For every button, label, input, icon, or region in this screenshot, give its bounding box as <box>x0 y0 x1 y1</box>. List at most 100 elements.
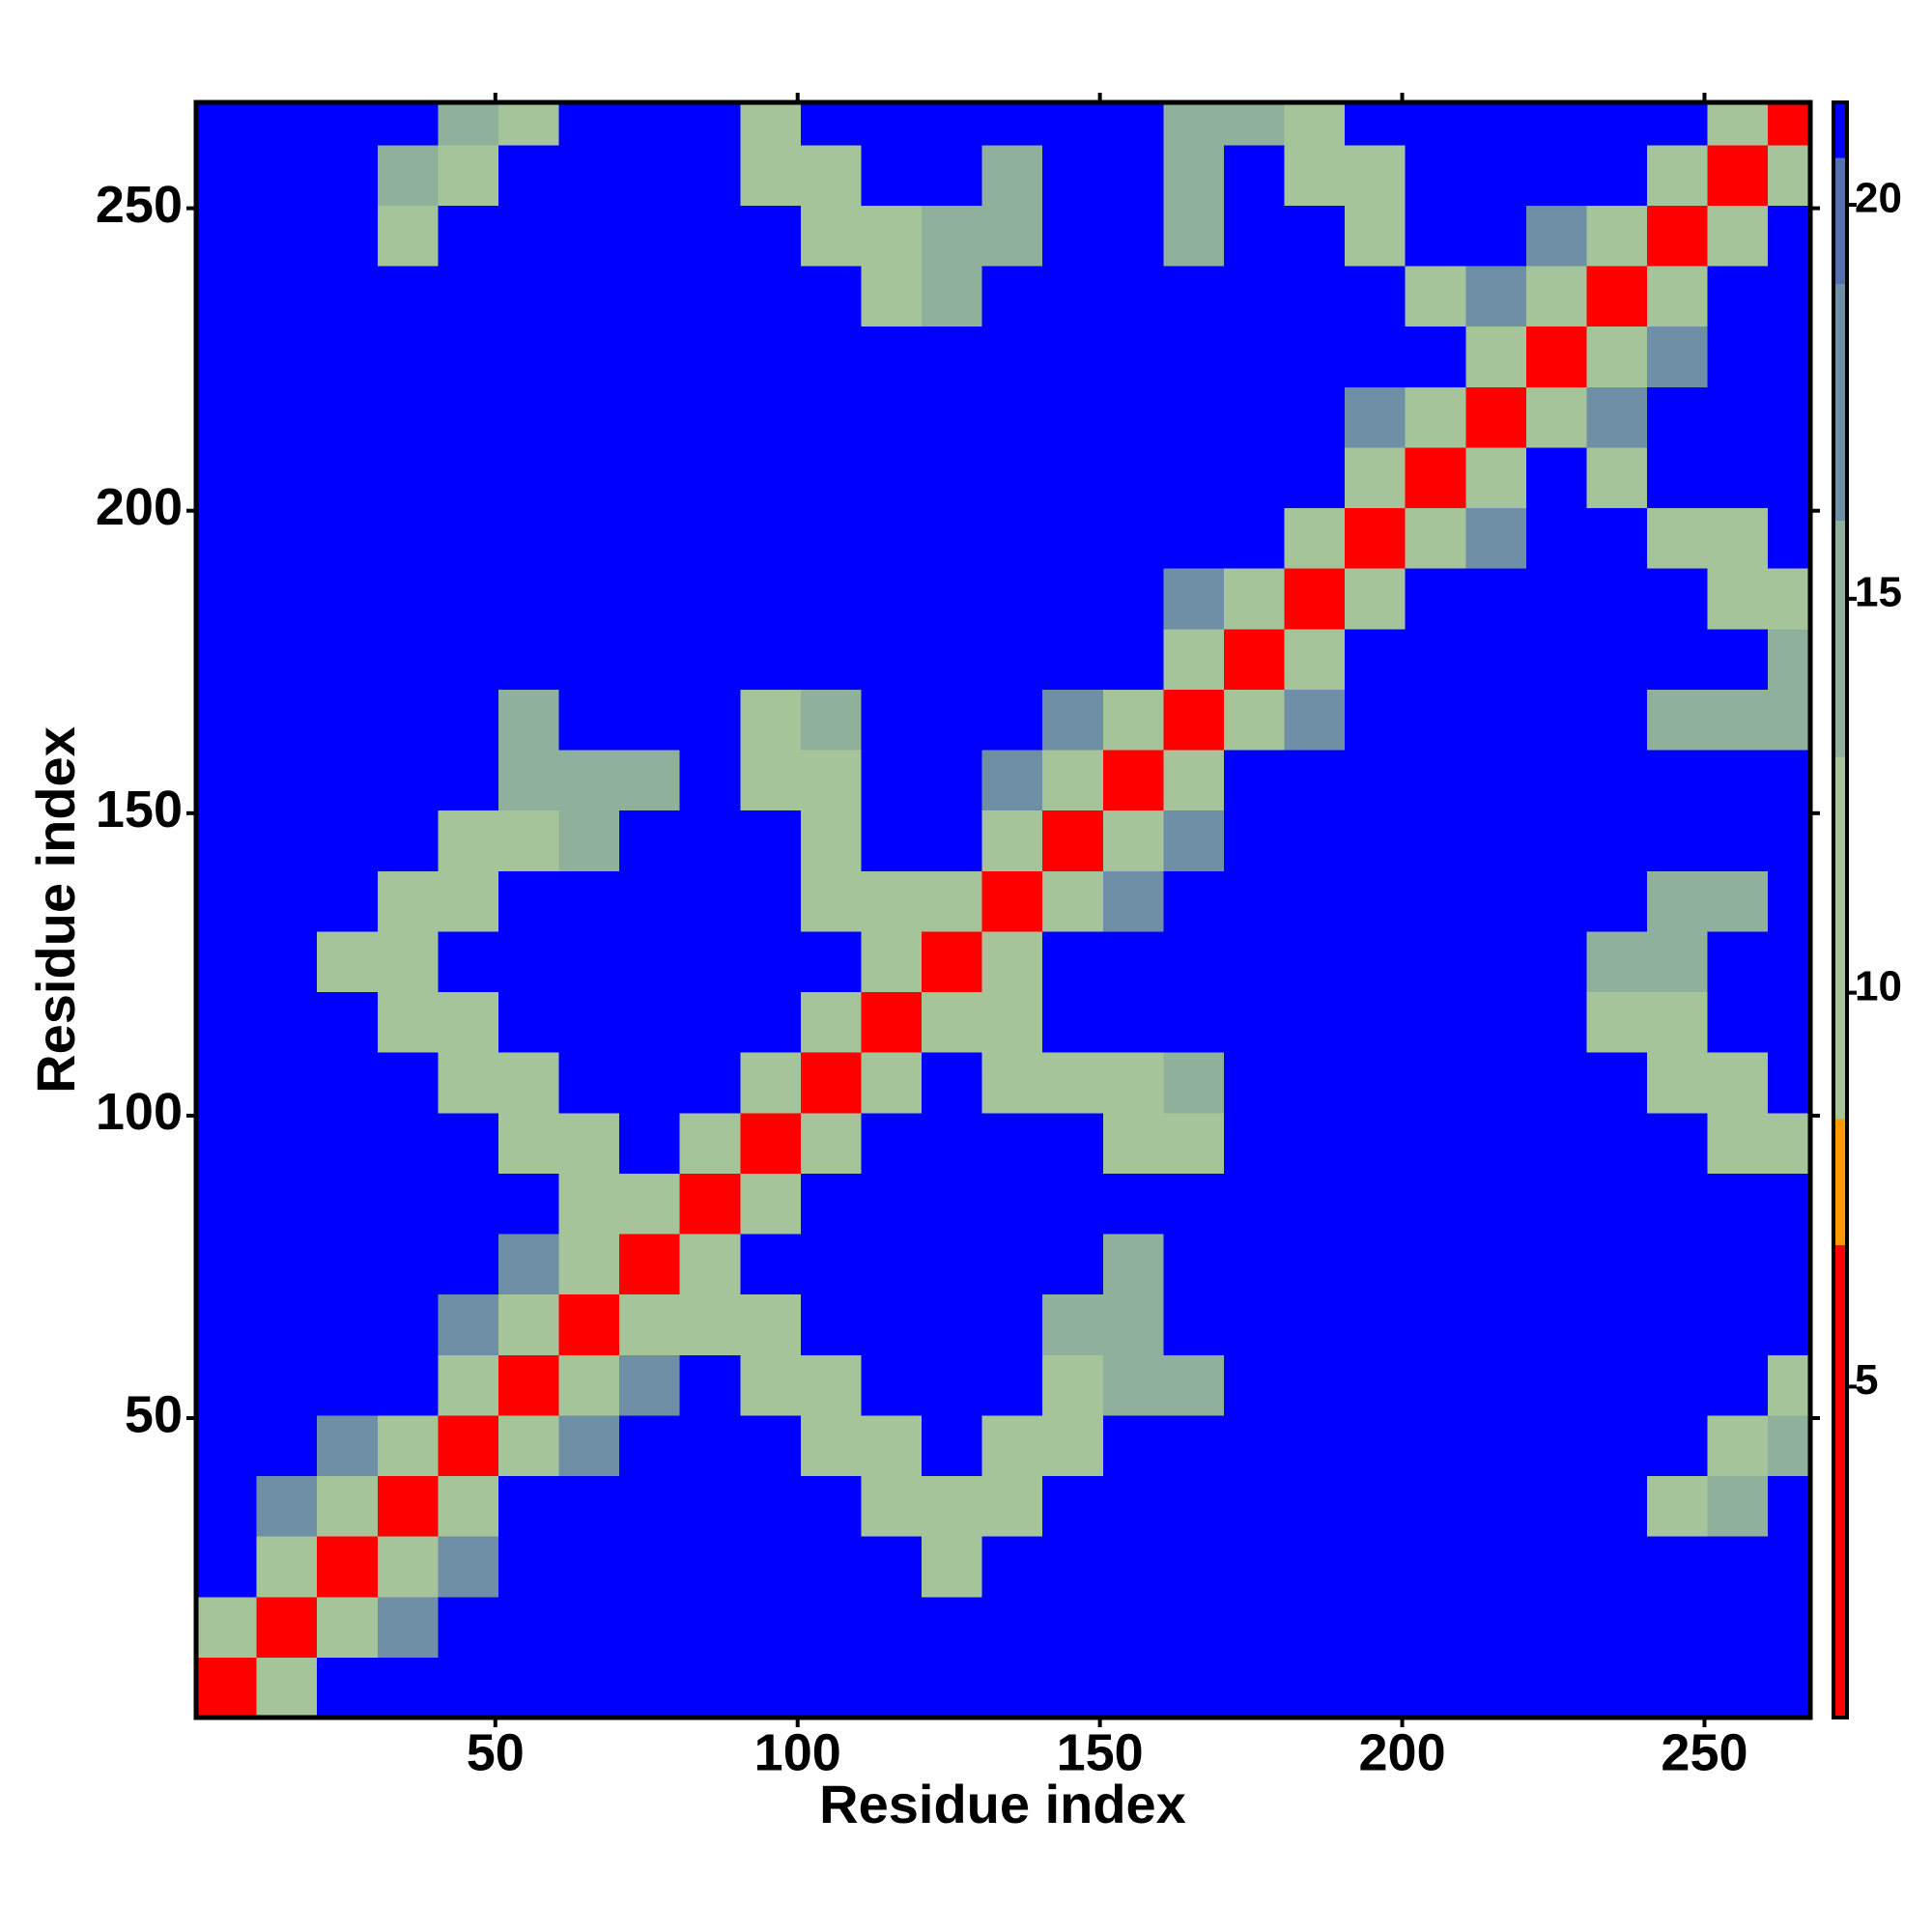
heatmap-cell <box>740 507 802 569</box>
heatmap-cell <box>1102 1052 1164 1114</box>
heatmap-cell <box>679 1354 741 1416</box>
heatmap-cell <box>1284 326 1346 387</box>
heatmap-cell <box>922 568 983 630</box>
heatmap-cell <box>740 1354 802 1416</box>
heatmap-cell <box>256 102 318 146</box>
heatmap-cell <box>1465 446 1527 509</box>
heatmap-cell <box>1768 266 1811 327</box>
heatmap-cell <box>1284 205 1346 267</box>
heatmap-cell <box>317 750 379 811</box>
heatmap-cell <box>1586 446 1648 509</box>
colorbar-tick-label: 5 <box>1855 1356 1878 1404</box>
heatmap-cell <box>1586 689 1648 751</box>
heatmap-cell <box>558 810 620 871</box>
heatmap-cell <box>619 1596 681 1658</box>
heatmap-cell <box>438 1475 499 1537</box>
heatmap-cell <box>1707 446 1769 509</box>
heatmap-cell <box>196 870 258 932</box>
heatmap-cell <box>1707 568 1769 630</box>
heatmap-cell <box>619 810 681 871</box>
heatmap-cell <box>1223 102 1286 146</box>
heatmap-cell <box>317 205 379 267</box>
heatmap-cell <box>377 386 439 448</box>
heatmap-cell <box>800 1475 862 1537</box>
heatmap-cell <box>1345 930 1406 993</box>
heatmap-cell <box>377 1052 439 1114</box>
heatmap-cell <box>1525 1475 1587 1537</box>
heatmap-cell <box>981 870 1043 932</box>
heatmap-cell <box>1345 1657 1406 1719</box>
heatmap-cell <box>438 446 499 509</box>
heatmap-cell <box>317 1414 379 1477</box>
heatmap-cell <box>922 1234 983 1295</box>
heatmap-cell <box>196 1657 258 1719</box>
heatmap-cell <box>1647 1657 1709 1719</box>
heatmap-cell <box>558 1596 620 1658</box>
heatmap-cell <box>1102 1112 1164 1174</box>
heatmap-cell <box>861 1234 923 1295</box>
heatmap-cell <box>619 1414 681 1477</box>
heatmap-cell <box>1223 750 1286 811</box>
heatmap-cell <box>1525 1293 1587 1355</box>
heatmap-cell <box>1223 266 1286 327</box>
heatmap-cell <box>1586 1354 1648 1416</box>
heatmap-cell <box>196 1234 258 1295</box>
y-tick-label: 50 <box>125 1385 183 1443</box>
heatmap-cell <box>1163 1173 1225 1235</box>
heatmap-cell <box>1102 1536 1164 1598</box>
heatmap-cell <box>1405 1475 1466 1537</box>
heatmap-cell <box>1163 1475 1225 1537</box>
heatmap-cell <box>1647 810 1709 871</box>
heatmap-cell <box>558 507 620 569</box>
heatmap-cell <box>740 930 802 993</box>
colorbar-segment <box>1833 102 1847 158</box>
heatmap-cell <box>1163 1536 1225 1598</box>
heatmap-cell <box>922 689 983 751</box>
heatmap-cell <box>497 810 560 871</box>
heatmap-cell <box>1768 1052 1811 1114</box>
heatmap-cell <box>1647 1052 1709 1114</box>
heatmap-cell <box>196 810 258 871</box>
heatmap-cell <box>619 689 681 751</box>
heatmap-cell <box>861 1112 923 1174</box>
heatmap-cell <box>558 1234 620 1295</box>
heatmap-cell <box>981 1354 1043 1416</box>
heatmap-cell <box>679 266 741 327</box>
heatmap-cell <box>1042 446 1104 509</box>
heatmap-cell <box>1284 991 1346 1053</box>
heatmap-cell <box>619 266 681 327</box>
heatmap-cell <box>1647 326 1709 387</box>
heatmap-cell <box>619 102 681 146</box>
heatmap-cell <box>1768 1596 1811 1658</box>
heatmap-cell <box>317 446 379 509</box>
heatmap-cell <box>317 1112 379 1174</box>
heatmap-cell <box>1405 1414 1466 1477</box>
heatmap-cell <box>1405 1112 1466 1174</box>
heatmap-cell <box>497 991 560 1053</box>
heatmap-cell <box>1405 930 1466 993</box>
heatmap-cell <box>619 507 681 569</box>
heatmap-cell <box>558 870 620 932</box>
heatmap-cell <box>317 1536 379 1598</box>
heatmap-cell <box>558 446 620 509</box>
heatmap-cell <box>256 326 318 387</box>
heatmap-cell <box>1042 870 1104 932</box>
heatmap-cell <box>1042 386 1104 448</box>
heatmap-cell <box>1345 1354 1406 1416</box>
heatmap-cell <box>619 870 681 932</box>
heatmap-cell <box>377 102 439 146</box>
colorbar-tick-label: 20 <box>1855 175 1902 222</box>
heatmap-cell <box>558 689 620 751</box>
colorbar-frame <box>1832 100 1849 1719</box>
heatmap-cell <box>1525 266 1587 327</box>
heatmap-cell <box>256 1657 318 1719</box>
heatmap-cell <box>196 1354 258 1416</box>
colorbar-segment <box>1833 283 1847 521</box>
heatmap-cell <box>497 1475 560 1537</box>
x-tick-label: 50 <box>467 1723 525 1781</box>
heatmap-cell <box>981 810 1043 871</box>
heatmap-cell <box>256 1596 318 1658</box>
heatmap-cell <box>1223 1354 1286 1416</box>
heatmap-cell <box>317 870 379 932</box>
colorbar-segment <box>1833 1244 1847 1719</box>
